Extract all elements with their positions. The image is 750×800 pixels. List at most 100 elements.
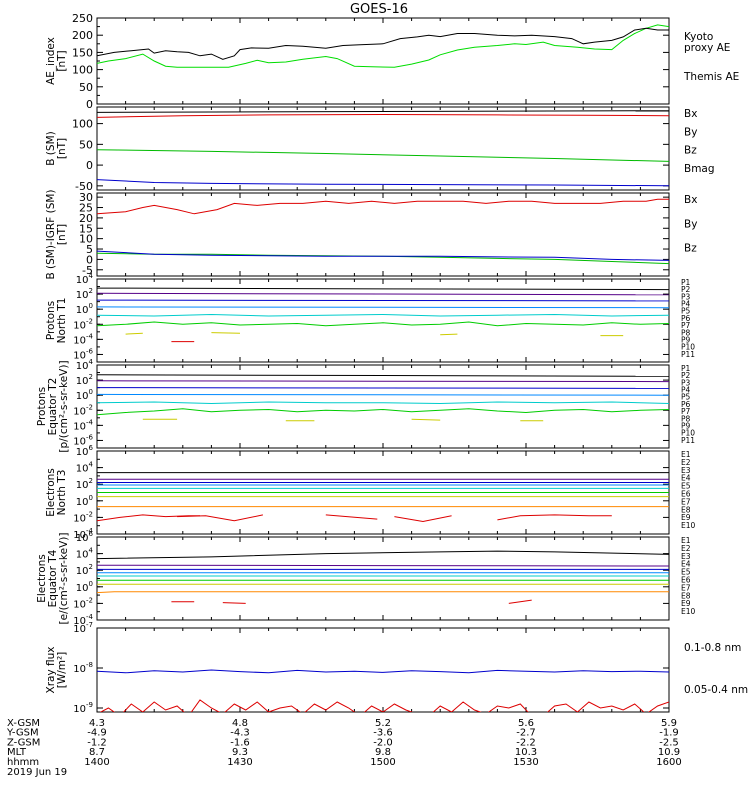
legend-entry: P3 xyxy=(681,292,691,301)
x-axis-value: 1600 xyxy=(656,757,681,768)
x-axis-value: -1.9 xyxy=(659,728,679,739)
data-line xyxy=(97,110,669,113)
legend-entry: Bx xyxy=(684,108,697,120)
data-line xyxy=(97,299,669,302)
series-group xyxy=(97,198,669,265)
y-axis-label: [nT] xyxy=(56,50,68,71)
data-line xyxy=(325,514,378,520)
y-axis-label: Protons xyxy=(45,301,57,340)
data-line xyxy=(97,401,669,405)
y-tick-label: 25 xyxy=(79,202,93,215)
legend-entry: Bz xyxy=(684,145,697,157)
y-axis-label: North T3 xyxy=(56,470,68,516)
y-tick-label: 30 xyxy=(79,191,93,204)
y-tick-label: 200 xyxy=(72,29,93,42)
legend-entry: E3 xyxy=(681,552,691,561)
y-tick-label: 10-6 xyxy=(73,347,93,361)
legend-entry: E2 xyxy=(681,458,691,467)
y-tick-label: 0 xyxy=(86,98,93,111)
panel-frame xyxy=(96,106,670,191)
legend-entry: P9 xyxy=(681,335,691,344)
legend-entry: Bz xyxy=(684,243,697,255)
y-axis-label: [p/(cm²-s-sr-keV)] xyxy=(58,360,70,452)
panel-7: 106 104 102 100 10-2 10-4 Electrons Equator T4[… xyxy=(36,530,696,627)
legend-entry: Bmag xyxy=(684,163,715,175)
y-tick-label: 102 xyxy=(76,563,93,577)
panel-frame xyxy=(96,278,670,363)
y-tick-label: 10-8 xyxy=(73,661,93,675)
series-group xyxy=(97,669,669,712)
y-tick-label: 104 xyxy=(76,547,94,561)
y-axis-label: B (SM)-IGRF (SM) xyxy=(45,189,57,279)
x-axis-value: -2.7 xyxy=(516,728,536,739)
legend-entry: E1 xyxy=(681,536,691,545)
legend-entry: P3 xyxy=(681,378,691,387)
y-axis-label: [nT] xyxy=(56,224,68,245)
legend-entry: P9 xyxy=(681,421,691,430)
y-axis-label: Electrons xyxy=(36,554,48,603)
legend-entry: P4 xyxy=(681,386,691,395)
legend-entry: P8 xyxy=(681,328,691,337)
legend-entry: E7 xyxy=(681,497,691,506)
x-axis-date: 2019 Jun 19 xyxy=(7,767,67,778)
data-line xyxy=(97,179,669,187)
x-axis-row-label: MLT xyxy=(7,747,27,758)
legend-entry: By xyxy=(684,218,697,230)
legend-entry: P5 xyxy=(681,307,691,316)
data-line xyxy=(97,198,669,215)
y-tick-label: 10-2 xyxy=(73,596,93,610)
data-line xyxy=(97,387,669,389)
data-line xyxy=(97,669,669,674)
y-tick-label: 10-6 xyxy=(73,433,93,447)
legend-entry: E8 xyxy=(681,505,691,514)
y-tick-label: 10-2 xyxy=(73,317,93,331)
y-tick-label: 100 xyxy=(72,118,93,131)
data-line xyxy=(411,418,441,421)
legend-entry: E10 xyxy=(681,521,696,530)
legend-entry: E1 xyxy=(681,450,691,459)
y-tick-label: 0 xyxy=(86,159,93,172)
data-line xyxy=(97,408,669,416)
legend-entry: E9 xyxy=(681,513,691,522)
x-axis-value: 4.3 xyxy=(89,718,105,729)
data-line xyxy=(440,333,458,336)
legend-entry: E4 xyxy=(681,474,691,483)
y-axis-label: AE_index xyxy=(45,37,57,85)
x-axis-value: 1430 xyxy=(227,757,252,768)
legend-entry: E4 xyxy=(681,560,691,569)
x-axis-value: -2.2 xyxy=(516,737,536,748)
x-axis-value: 10.3 xyxy=(515,747,537,758)
data-line xyxy=(97,591,669,594)
x-axis-value: 5.6 xyxy=(518,718,534,729)
y-tick-label: 10-9 xyxy=(73,701,93,715)
legend-entry: P10 xyxy=(681,429,695,438)
legend-entry: P11 xyxy=(681,436,695,445)
series-group xyxy=(97,24,669,68)
y-tick-label: 10-4 xyxy=(73,527,93,541)
legend-entry: P10 xyxy=(681,343,695,352)
x-axis-row-label: Z-GSM xyxy=(7,737,40,748)
legend-entry: P6 xyxy=(681,400,691,409)
series-group xyxy=(97,550,669,604)
panel-8: 10-7 10-8 10-9 Xray flux [W/m²] 0.1-0.8 nm 0.0… xyxy=(45,621,748,715)
legend-entry: P6 xyxy=(681,314,691,323)
x-axis-value: -4.9 xyxy=(87,728,107,739)
y-axis-label: [e/(cm²-s-sr-keV)] xyxy=(58,533,70,625)
y-tick-label: 10-4 xyxy=(73,332,93,346)
y-tick-label: -5 xyxy=(82,264,93,277)
x-axis-value: -3.6 xyxy=(373,728,393,739)
series-group xyxy=(97,472,669,523)
data-line xyxy=(97,24,669,68)
data-line xyxy=(97,393,669,396)
x-axis-value: -2.0 xyxy=(373,737,393,748)
legend-entry: P4 xyxy=(681,300,691,309)
legend-entry: 0.05-0.4 nm xyxy=(684,684,748,696)
y-axis-label: [nT] xyxy=(56,138,68,159)
data-line xyxy=(99,699,669,712)
